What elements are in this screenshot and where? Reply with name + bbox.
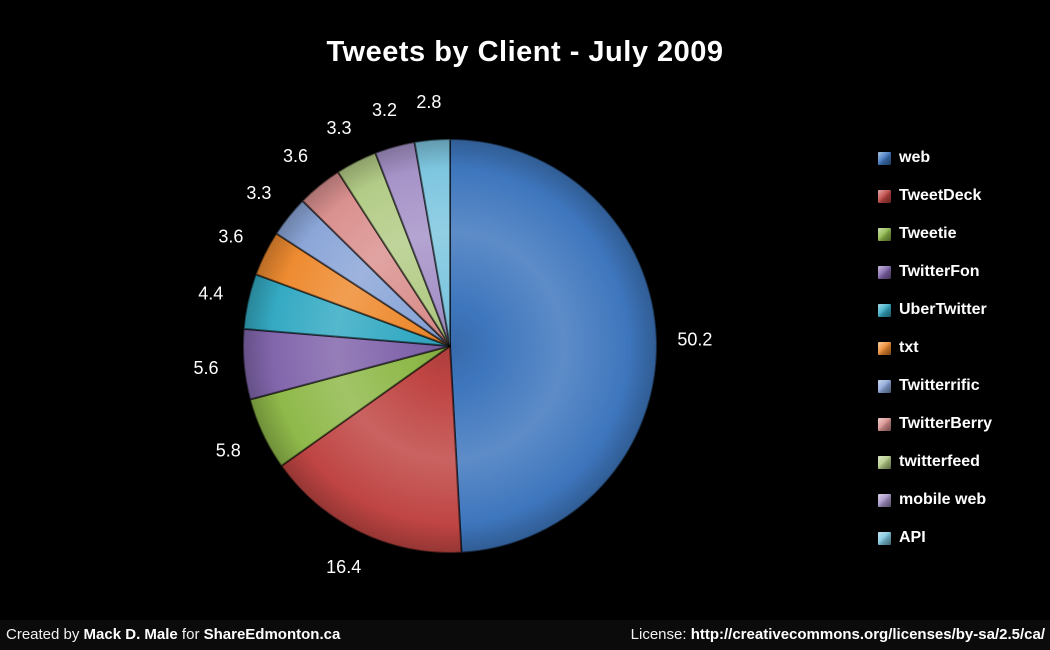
legend-swatch-icon bbox=[878, 227, 891, 241]
legend-item-tweetdeck: TweetDeck bbox=[878, 187, 992, 205]
data-label-tweetdeck: 16.4 bbox=[326, 557, 361, 577]
data-label-tweetie: 5.8 bbox=[216, 441, 241, 461]
legend-label: UberTwitter bbox=[899, 301, 987, 318]
legend-label: TwitterFon bbox=[899, 263, 980, 280]
author-name: Mack D. Male bbox=[83, 626, 178, 643]
pie-slice-api bbox=[413, 138, 451, 347]
legend-swatch-icon bbox=[878, 341, 891, 355]
data-label-twitterrific: 3.3 bbox=[246, 183, 271, 203]
legend-item-mobile-web: mobile web bbox=[878, 491, 992, 509]
data-label-twitterberry: 3.6 bbox=[283, 146, 308, 166]
chart-title: Tweets by Client - July 2009 bbox=[326, 36, 724, 68]
legend-item-twitterfon: TwitterFon bbox=[878, 263, 992, 281]
data-label-txt: 3.6 bbox=[218, 227, 243, 247]
data-label-web: 50.2 bbox=[677, 330, 712, 350]
data-label-mobile-web: 3.2 bbox=[372, 100, 397, 120]
legend-label: API bbox=[899, 529, 926, 546]
credit-text: Created by Mack D. Male for ShareEdmonto… bbox=[6, 626, 340, 643]
data-label-ubertwitter: 4.4 bbox=[198, 283, 223, 303]
chart-legend: web TweetDeck Tweetie TwitterFon UberTwitter… bbox=[878, 149, 992, 567]
legend-item-api: API bbox=[878, 529, 992, 547]
data-label-api: 2.8 bbox=[416, 92, 441, 112]
legend-swatch-icon bbox=[878, 151, 891, 165]
legend-item-txt: txt bbox=[878, 339, 992, 357]
legend-swatch-icon bbox=[878, 379, 891, 393]
credit-infix: for bbox=[177, 626, 204, 643]
legend-swatch-icon bbox=[878, 531, 891, 545]
pie-slice-web bbox=[449, 138, 658, 554]
legend-swatch-icon bbox=[878, 455, 891, 469]
license-label: License: bbox=[630, 626, 691, 643]
site-name: ShareEdmonton.ca bbox=[203, 626, 341, 643]
legend-swatch-icon bbox=[878, 417, 891, 431]
legend-label: mobile web bbox=[899, 491, 987, 508]
legend-label: Tweetie bbox=[899, 225, 957, 242]
footer-bar: Created by Mack D. Male for ShareEdmonto… bbox=[0, 620, 1050, 650]
legend-swatch-icon bbox=[878, 189, 891, 203]
legend-swatch-icon bbox=[878, 493, 891, 507]
legend-label: web bbox=[899, 149, 931, 166]
data-label-twitterfon: 5.6 bbox=[193, 358, 218, 378]
legend-item-ubertwitter: UberTwitter bbox=[878, 301, 992, 319]
legend-item-twitterberry: TwitterBerry bbox=[878, 415, 992, 433]
pie-slice-tweetdeck bbox=[280, 345, 463, 554]
legend-item-twitterfeed: twitterfeed bbox=[878, 453, 992, 471]
legend-item-twitterrific: Twitterrific bbox=[878, 377, 992, 395]
license-text: License: http://creativecommons.org/lice… bbox=[631, 626, 1045, 643]
data-label-twitterfeed: 3.3 bbox=[326, 118, 351, 138]
credit-prefix: Created by bbox=[6, 626, 84, 643]
legend-swatch-icon bbox=[878, 303, 891, 317]
legend-item-web: web bbox=[878, 149, 992, 167]
legend-label: Twitterrific bbox=[899, 377, 980, 394]
legend-label: txt bbox=[899, 339, 919, 356]
legend-label: TwitterBerry bbox=[899, 415, 993, 432]
license-url: http://creativecommons.org/licenses/by-s… bbox=[690, 626, 1045, 643]
legend-label: twitterfeed bbox=[899, 453, 980, 470]
legend-label: TweetDeck bbox=[899, 187, 982, 204]
legend-swatch-icon bbox=[878, 265, 891, 279]
legend-item-tweetie: Tweetie bbox=[878, 225, 992, 243]
